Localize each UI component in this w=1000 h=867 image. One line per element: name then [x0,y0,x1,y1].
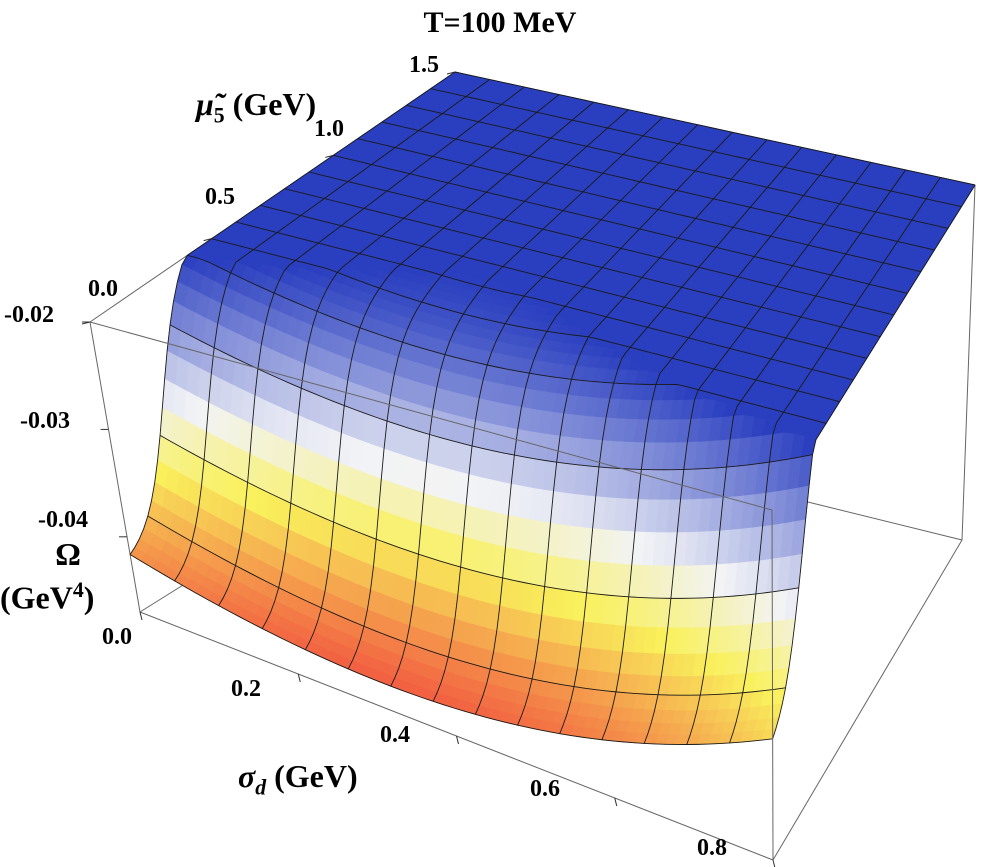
box-edge [961,184,976,541]
mesh-line-sigma [559,147,803,734]
mesh-line-mu5 [381,121,935,251]
mesh-line-mu5 [159,434,799,599]
z-tick-label: -0.03 [20,408,70,434]
mesh-line-mu5 [147,515,786,696]
z-axis-symbol: Ω [55,536,81,572]
x-axis-title: σd (GeV) [238,758,358,800]
mesh-line-mu5 [357,138,921,273]
mesh-line-mu5 [129,554,773,745]
mesh-line-sigma [304,101,594,650]
mesh-line-mu5 [333,154,908,294]
mesh-line-sigma [517,139,768,726]
mesh-line-sigma [772,184,976,739]
mesh-line-mu5 [169,324,813,471]
x-tick-mark [139,611,143,621]
box-edge [772,539,963,861]
mesh-line-sigma [129,71,456,555]
mesh-line-sigma [218,86,525,606]
x-tick-mark [772,859,776,867]
z-tick-label: -0.02 [4,302,54,328]
z-axis-unit: (GeV [0,579,73,616]
mesh-line-sigma [432,124,698,702]
x-tick-label: 0.8 [697,835,727,861]
mesh-line-mu5 [454,71,976,186]
mesh-line-mu5 [260,204,867,359]
x-tick-label: 0.2 [231,676,261,702]
x-tick-label: 0.4 [380,722,410,748]
z-axis-title: Ω (GeV4) [0,536,128,616]
y-tick-mark [203,238,212,242]
mesh-line-mu5 [406,104,949,229]
mesh-line-sigma [729,177,941,744]
mesh-line-mu5 [284,188,881,338]
y-tick-label: 0.5 [205,184,235,210]
x-tick-label: 0.0 [102,624,132,650]
mesh-line-sigma [390,116,664,687]
mesh-line-sigma [174,79,490,582]
x-tick-mark [456,735,459,745]
surface-mesh [129,71,976,745]
chart-title: T=100 MeV [423,6,577,39]
box-edge [89,321,773,511]
z-tick-label: -0.04 [38,507,88,533]
box-edge [89,321,141,613]
mesh-line-mu5 [308,171,894,316]
mesh-line-sigma [474,131,733,715]
mesh-line-mu5 [235,221,854,381]
y-axis-subscript: 5 [213,103,225,128]
y-tick-label: 1.0 [314,116,344,142]
bounding-box-front-edges [89,321,963,867]
y-axis-title: μ̃5 (GeV) [196,86,316,128]
mesh-line-sigma [643,162,872,744]
z-axis-unit-close: ) [83,579,95,616]
mesh-line-mu5 [211,238,840,403]
y-axis-symbol: μ̃ [196,86,214,122]
mesh-line-sigma [261,94,560,629]
box-edge [771,509,774,861]
x-tick-mark [297,673,301,683]
mesh-line-sigma [601,154,837,740]
x-axis-unit: (GeV) [274,758,358,794]
x-axis-subscript: d [255,775,267,800]
y-tick-mark [325,154,334,158]
mesh-line-mu5 [187,254,827,424]
y-tick-mark [446,71,456,75]
y-tick-label: 0.0 [88,276,118,302]
mesh-line-sigma [347,109,629,670]
x-tick-mark [614,797,618,807]
y-tick-label: 1.5 [409,52,439,78]
x-tick-label: 0.6 [530,776,560,802]
mesh-line-mu5 [430,88,962,208]
x-axis-symbol: σ [238,758,256,794]
mesh-line-sigma [686,169,907,745]
y-axis-unit: (GeV) [232,86,317,122]
z-axis-superscript: 4 [72,578,84,602]
